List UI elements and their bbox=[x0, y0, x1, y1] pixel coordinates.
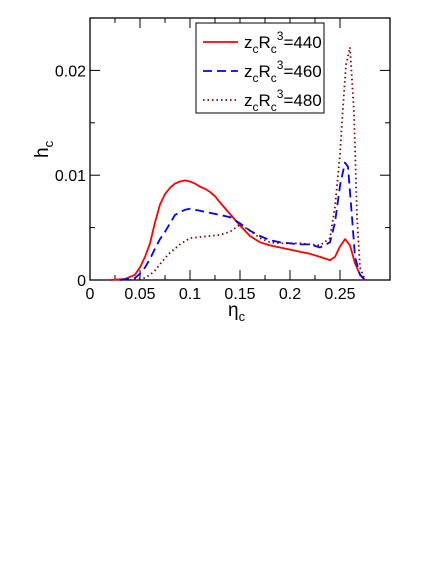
y-tick-label: 0 bbox=[77, 273, 86, 290]
x-axis-label: ηc bbox=[228, 300, 246, 324]
series-lines bbox=[109, 46, 366, 281]
legend-box bbox=[195, 22, 325, 114]
x-tick-label: 0.2 bbox=[279, 286, 301, 303]
series-line-3 bbox=[129, 46, 366, 281]
legend-label-1: zcRc3=440 bbox=[244, 29, 322, 56]
series-line-1 bbox=[109, 179, 366, 281]
x-tick-label: 0.25 bbox=[324, 286, 355, 303]
x-axis-label-main: η bbox=[228, 300, 239, 321]
y-axis-label-main: h bbox=[32, 147, 53, 158]
axis-ticks: 0 0.05 0.1 0.15 0.2 0.25 0 0.01 0.02 bbox=[55, 18, 390, 303]
series-line-2 bbox=[119, 161, 366, 281]
y-tick-label: 0.01 bbox=[55, 168, 86, 185]
x-tick-label: 0 bbox=[86, 286, 95, 303]
y-axis-label-sub: c bbox=[41, 140, 56, 147]
legend-label-2: zcRc3=460 bbox=[244, 58, 322, 85]
legend-label-3: zcRc3=480 bbox=[244, 87, 322, 114]
x-tick-label: 0.1 bbox=[179, 286, 201, 303]
x-axis-label-sub: c bbox=[239, 309, 246, 324]
x-tick-label: 0.15 bbox=[224, 286, 255, 303]
y-tick-label: 0.02 bbox=[55, 63, 86, 80]
x-tick-label: 0.05 bbox=[124, 286, 155, 303]
y-axis-label: hc bbox=[32, 140, 56, 158]
